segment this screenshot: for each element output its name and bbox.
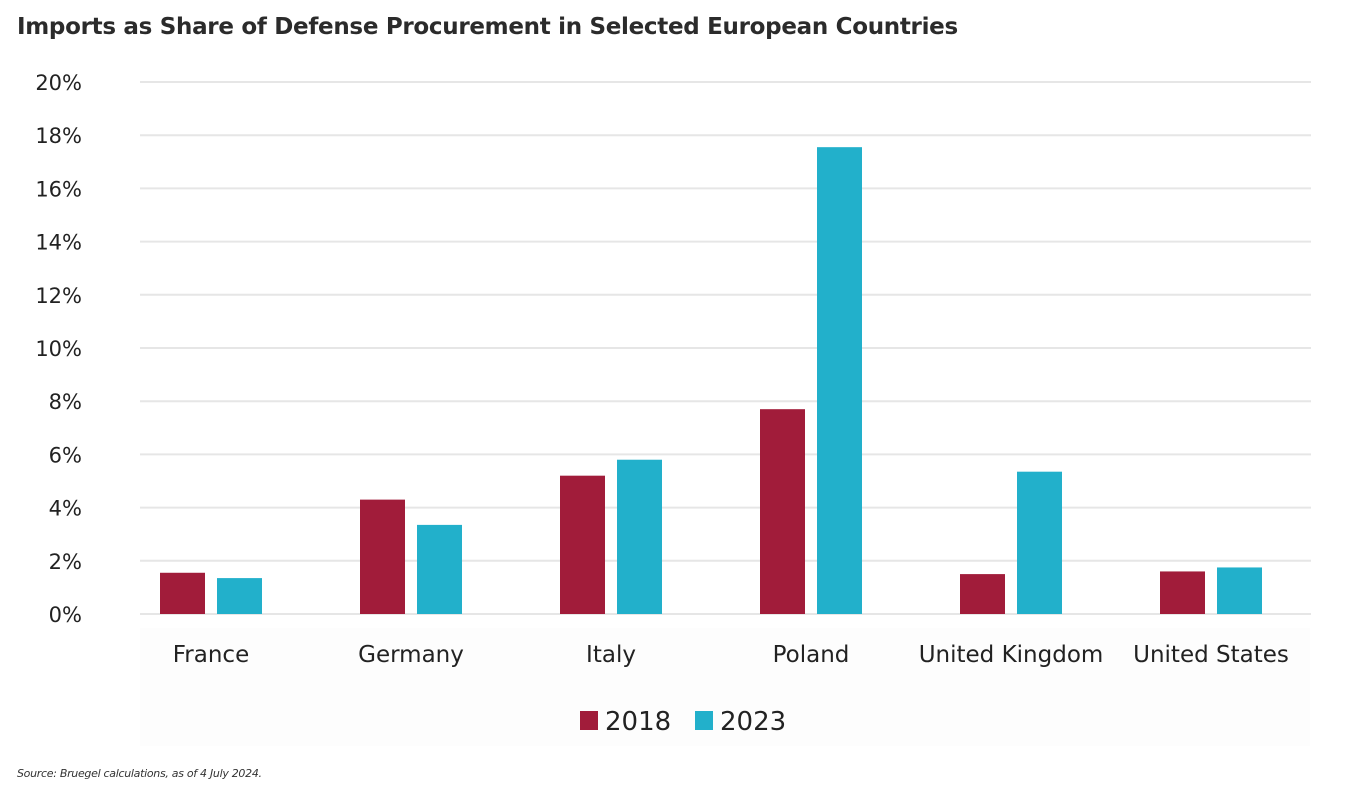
- x-category-label: Germany: [358, 642, 464, 668]
- x-axis-categories: France Germany Italy Poland United Kingdom Un…: [173, 642, 1289, 668]
- x-category-label: United States: [1133, 642, 1289, 668]
- y-tick-label: 6%: [49, 443, 82, 467]
- bar-2018-united-kingdom: [960, 574, 1005, 614]
- y-tick-label: 14%: [35, 231, 82, 255]
- legend-swatch-2023: [695, 711, 713, 730]
- y-tick-label: 10%: [35, 337, 82, 361]
- y-tick-label: 20%: [35, 71, 82, 95]
- gridlines: [140, 81, 1311, 615]
- y-tick-label: 4%: [49, 497, 82, 521]
- bars: [160, 147, 1262, 615]
- bar-2023-france: [217, 578, 262, 614]
- y-tick-label: 8%: [49, 390, 82, 414]
- legend: 2018 2023: [580, 707, 786, 737]
- chart-title: Imports as Share of Defense Procurement …: [17, 14, 958, 40]
- bar-2018-germany: [360, 499, 405, 614]
- x-category-label: France: [173, 642, 249, 668]
- x-category-label: Poland: [773, 642, 850, 668]
- x-category-label: Italy: [586, 642, 636, 668]
- bar-2018-france: [160, 572, 205, 614]
- y-tick-label: 12%: [35, 284, 82, 308]
- y-tick-label: 2%: [49, 550, 82, 574]
- bar-2023-united-kingdom: [1017, 471, 1062, 614]
- legend-swatch-2018: [580, 711, 598, 730]
- y-tick-label: 16%: [35, 177, 82, 201]
- bar-2018-italy: [560, 475, 605, 614]
- bar-2023-italy: [617, 459, 662, 614]
- y-axis-ticks: 0% 2% 4% 6% 8% 10% 12% 14% 16% 18% 20%: [35, 71, 82, 627]
- y-tick-label: 18%: [35, 124, 82, 148]
- bar-2023-poland: [817, 147, 862, 615]
- bar-2023-germany: [417, 524, 462, 614]
- bar-2018-united-states: [1160, 571, 1205, 614]
- legend-label-2018: 2018: [605, 707, 671, 737]
- y-tick-label: 0%: [49, 603, 82, 627]
- bar-2023-united-states: [1217, 567, 1262, 614]
- bar-2018-poland: [760, 409, 805, 614]
- source-note: Source: Bruegel calculations, as of 4 Ju…: [17, 767, 262, 780]
- legend-panel-background: [140, 628, 1310, 746]
- x-category-label: United Kingdom: [919, 642, 1104, 668]
- legend-label-2023: 2023: [720, 707, 786, 737]
